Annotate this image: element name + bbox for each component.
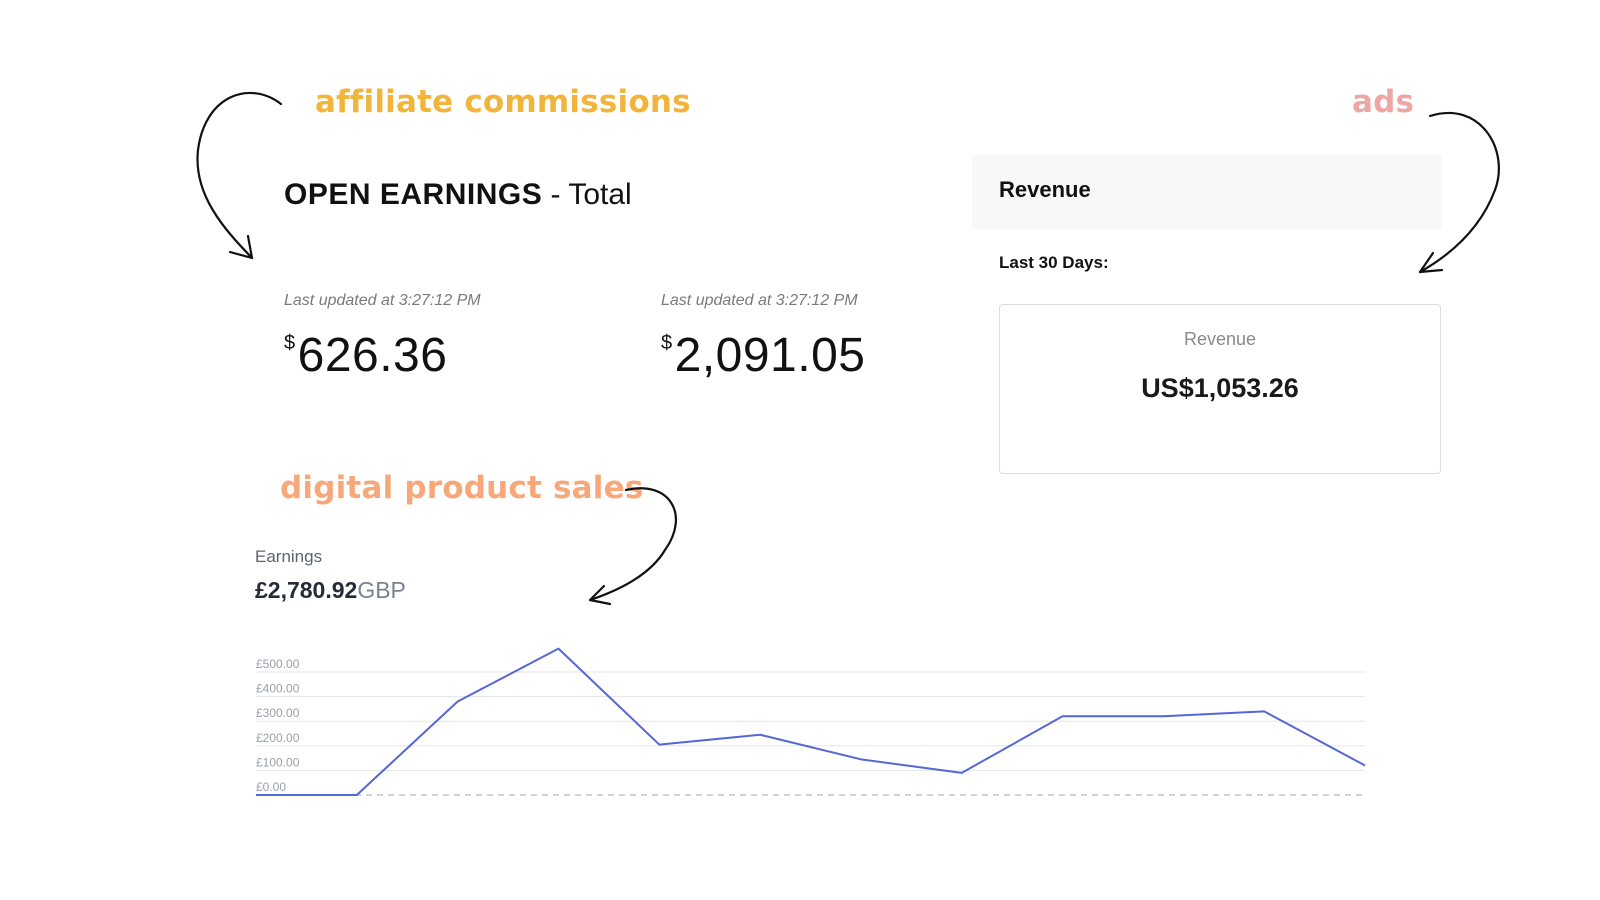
chart-gridlines <box>256 671 1365 796</box>
chart-series <box>255 647 1366 796</box>
earnings-amount: $2,091.05 <box>661 329 866 382</box>
open-earnings-title: OPEN EARNINGS - Total <box>284 178 632 211</box>
period-label: Last 30 Days: <box>999 253 1109 272</box>
revenue-header: Revenue <box>972 155 1442 229</box>
y-tick-label: £400.00 <box>256 682 300 696</box>
arrow-digital-icon <box>588 487 677 602</box>
arrow-ads-icon <box>1418 111 1500 274</box>
y-tick-label: £300.00 <box>256 706 300 720</box>
chart-y-ticks: £500.00 £400.00 £300.00 £200.00 £100.00 £0.00 <box>256 657 300 794</box>
last-updated-text: Last updated at 3:27:12 PM <box>284 292 481 309</box>
affiliate-commissions-label: affiliate commissions <box>315 84 691 120</box>
revenue-card-label: Revenue <box>1183 329 1257 349</box>
earnings-total: £2,780.92GBP <box>255 577 406 603</box>
y-tick-label: £100.00 <box>256 755 300 769</box>
earnings-series-line <box>256 647 1366 796</box>
ads-label: ads <box>1352 84 1415 120</box>
digital-product-sales-label: digital product sales <box>280 470 644 506</box>
revenue-card: Revenue US$1,053.26 <box>999 304 1441 474</box>
y-tick-label: £500.00 <box>256 657 300 671</box>
revenue-card-value: US$1,053.26 <box>1141 373 1299 403</box>
earnings-amount: $626.36 <box>284 329 448 382</box>
revenue-header-title: Revenue <box>999 177 1091 202</box>
last-updated-text: Last updated at 3:27:12 PM <box>661 292 858 309</box>
y-tick-label: £200.00 <box>256 731 300 745</box>
arrow-affiliate-icon <box>196 91 283 260</box>
y-tick-label: £0.00 <box>256 780 286 794</box>
earnings-label: Earnings <box>255 547 323 566</box>
